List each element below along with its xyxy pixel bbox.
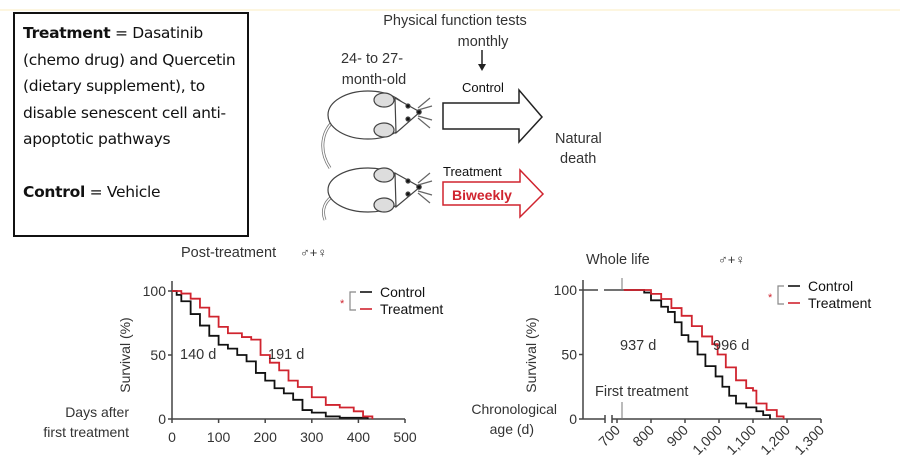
mouse-control-icon: [321, 90, 433, 169]
treatment-text: = Dasatinib (chemo drug) and Quercetin (…: [23, 24, 236, 148]
significance-bracket: [349, 291, 356, 311]
control-definition: Control = Vehicle: [23, 179, 239, 206]
chart1-subtitle: ♂+♀: [300, 245, 327, 260]
mouse-treatment-icon: [321, 167, 433, 221]
survival-curve-control: [623, 289, 771, 419]
down-arrow-icon: [478, 50, 486, 71]
x-tick-label: 1,000: [689, 422, 725, 458]
y-tick-label: 100: [143, 283, 167, 299]
x-tick-label: 900: [663, 422, 691, 450]
control-arrow-label: Control: [462, 80, 504, 95]
chart-post-treatment: Post-treatment ♂+♀ Days after first trea…: [43, 245, 443, 445]
annotation-label: 937 d: [620, 338, 656, 354]
annotation-label: 996 d: [713, 338, 749, 354]
control-arrow-icon: [442, 87, 544, 144]
chart2-xlabel-line2: age (d): [490, 421, 534, 437]
treatment-definition: Treatment = Dasatinib (chemo drug) and Q…: [23, 20, 239, 153]
x-tick-label: 500: [393, 429, 417, 445]
treatment-label: Treatment: [23, 24, 111, 42]
treatment-arrow-label: Treatment: [443, 164, 502, 179]
age-label-line2: month-old: [342, 72, 406, 88]
survival-curve-control: [172, 290, 369, 419]
study-design-diagram: Physical function tests monthly 24- to 2…: [321, 13, 602, 221]
treatment-arrow-text: Biweekly: [452, 187, 512, 203]
chart1-ylabel: Survival (%): [117, 317, 133, 392]
survival-curve-treatment: [623, 289, 785, 419]
annotation-label: 140 d: [180, 347, 216, 363]
y-tick-label: 100: [554, 282, 578, 298]
y-tick-label: 50: [561, 347, 577, 363]
x-tick-label: 800: [629, 422, 657, 450]
outcome-line1: Natural: [555, 131, 602, 147]
x-tick-label: 1,200: [757, 422, 793, 458]
tests-label-line1: Physical function tests: [383, 13, 526, 29]
chart2-title: Whole life: [586, 252, 650, 268]
x-tick-label: 200: [254, 429, 278, 445]
legend-label-treatment: Treatment: [380, 301, 443, 317]
x-tick-label: 400: [347, 429, 371, 445]
y-tick-label: 50: [150, 347, 166, 363]
survival-curve-treatment: [172, 290, 374, 419]
control-text: = Vehicle: [84, 182, 161, 201]
legend-label-control: Control: [380, 284, 425, 300]
chart2-xlabel-line1: Chronological: [471, 401, 557, 417]
annotation-label: 191 d: [268, 347, 304, 363]
legend-label-control: Control: [808, 278, 853, 294]
x-tick-label: 300: [300, 429, 324, 445]
y-tick-label: 0: [569, 411, 577, 427]
chart1-xlabel-line2: first treatment: [43, 424, 129, 440]
chart2-ylabel: Survival (%): [523, 317, 539, 392]
significance-star: *: [768, 292, 773, 304]
x-tick-label: 1,300: [791, 422, 827, 458]
significance-star: *: [340, 298, 345, 310]
age-label-line1: 24- to 27-: [341, 51, 403, 67]
chart-whole-life: Whole life ♂+♀ Chronological age (d) Sur…: [471, 252, 871, 458]
x-tick-label: 100: [207, 429, 231, 445]
tests-label-line2: monthly: [458, 34, 510, 50]
chart1-xlabel-line1: Days after: [65, 404, 129, 420]
x-tick-label: 0: [168, 429, 176, 445]
outcome-line2: death: [560, 151, 596, 167]
chart2-subtitle: ♂+♀: [718, 252, 745, 267]
treatment-arrow-icon: [442, 168, 545, 219]
x-tick-label: 700: [595, 422, 623, 450]
x-tick-label: 1,100: [723, 422, 759, 458]
info-box: Treatment = Dasatinib (chemo drug) and Q…: [13, 12, 249, 237]
significance-bracket: [777, 285, 784, 305]
control-label: Control: [23, 182, 85, 201]
legend-label-treatment: Treatment: [808, 295, 871, 311]
annotation-label: First treatment: [595, 384, 688, 400]
top-border-line: [0, 9, 900, 11]
chart1-title: Post-treatment: [181, 245, 276, 261]
y-tick-label: 0: [158, 411, 166, 427]
